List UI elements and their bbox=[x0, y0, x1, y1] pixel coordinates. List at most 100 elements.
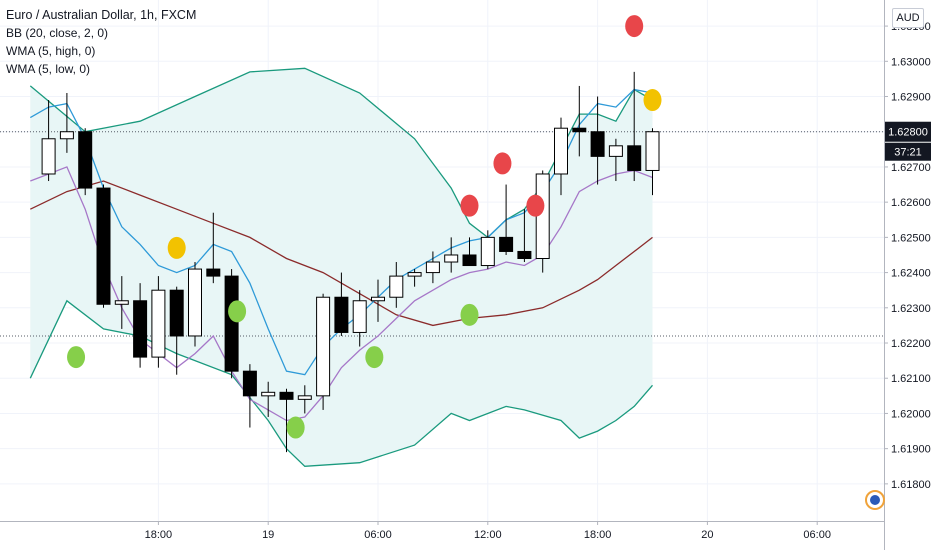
candle-body bbox=[590, 131, 605, 157]
candle[interactable] bbox=[444, 237, 459, 273]
candle[interactable] bbox=[389, 262, 404, 308]
candle[interactable] bbox=[224, 269, 239, 379]
signal-dot-red bbox=[460, 194, 479, 217]
y-tick-label[interactable]: 1.62300 bbox=[891, 303, 931, 315]
candle-body bbox=[206, 268, 221, 277]
candle-body bbox=[96, 187, 111, 305]
candle-body bbox=[41, 138, 56, 175]
candle[interactable] bbox=[480, 230, 495, 270]
x-tick-label[interactable]: 06:00 bbox=[364, 529, 392, 541]
candle[interactable] bbox=[169, 286, 184, 375]
signal-dot-yellow bbox=[167, 236, 186, 259]
last-price-badge bbox=[885, 121, 931, 142]
candle[interactable] bbox=[59, 92, 74, 153]
candle[interactable] bbox=[96, 184, 111, 308]
legend-wma-high[interactable]: WMA (5, high, 0) bbox=[6, 44, 96, 58]
y-tick-label[interactable]: 1.62900 bbox=[891, 92, 931, 104]
candle[interactable] bbox=[188, 262, 202, 347]
x-axis-ticks[interactable]: 18:00 19 06:00 12:00 18:00 20 06:00 bbox=[145, 521, 831, 541]
countdown-label: 37:21 bbox=[894, 147, 922, 159]
candle[interactable] bbox=[261, 381, 276, 417]
price-badges: 1.62800 37:21 bbox=[885, 121, 931, 161]
candle-body bbox=[535, 173, 550, 259]
tradingview-logo[interactable] bbox=[865, 490, 885, 510]
candle-body bbox=[499, 236, 514, 252]
candle[interactable] bbox=[316, 293, 331, 410]
x-tick-label[interactable]: 12:00 bbox=[474, 529, 502, 541]
candle-body bbox=[133, 300, 148, 358]
candle-body bbox=[627, 145, 642, 171]
candle[interactable] bbox=[499, 184, 514, 255]
candle[interactable] bbox=[627, 71, 642, 182]
logo-core bbox=[870, 495, 880, 505]
candle[interactable] bbox=[78, 128, 93, 196]
last-price-label: 1.62800 bbox=[888, 127, 928, 139]
y-tick-label[interactable]: 1.61900 bbox=[891, 444, 931, 456]
candle[interactable] bbox=[425, 251, 440, 284]
y-axis-ticks[interactable]: 1.631001.630001.629001.628001.627001.626… bbox=[884, 21, 931, 491]
candle[interactable] bbox=[114, 276, 129, 329]
candle[interactable] bbox=[352, 290, 367, 347]
bb-fill bbox=[30, 68, 653, 467]
signal-dot-green bbox=[460, 303, 479, 326]
x-tick-label[interactable]: 18:00 bbox=[145, 529, 173, 541]
y-tick-label[interactable]: 1.62500 bbox=[891, 232, 931, 244]
y-tick-label[interactable]: 1.62100 bbox=[891, 373, 931, 385]
candle[interactable] bbox=[645, 128, 660, 196]
x-tick-label[interactable]: 06:00 bbox=[803, 529, 831, 541]
candle-body bbox=[554, 127, 568, 175]
legend: Euro / Australian Dollar, 1h, FXCM BB (2… bbox=[6, 6, 196, 78]
signal-dot-green bbox=[67, 346, 86, 369]
candle[interactable] bbox=[242, 364, 257, 428]
x-tick-label[interactable]: 19 bbox=[262, 529, 274, 541]
candle-body bbox=[59, 131, 74, 140]
y-tick-label[interactable]: 1.61800 bbox=[891, 479, 931, 491]
y-tick-label[interactable]: 1.63000 bbox=[891, 56, 931, 68]
candle-body bbox=[242, 370, 257, 397]
candle[interactable] bbox=[517, 209, 532, 263]
candle-body bbox=[407, 272, 422, 277]
y-tick-label[interactable]: 1.62600 bbox=[891, 197, 931, 209]
candle[interactable] bbox=[41, 100, 56, 182]
chart-title[interactable]: Euro / Australian Dollar, 1h, FXCM bbox=[6, 8, 197, 22]
candle[interactable] bbox=[206, 212, 221, 284]
candle[interactable] bbox=[554, 117, 568, 196]
candle-body bbox=[645, 131, 660, 171]
signal-dot-red bbox=[526, 194, 545, 217]
reference-lines bbox=[0, 131, 884, 337]
y-tick-label[interactable]: 1.62700 bbox=[891, 162, 931, 174]
candle-body bbox=[188, 268, 202, 337]
candle[interactable] bbox=[279, 388, 294, 453]
signal-dot-green bbox=[365, 346, 384, 369]
candle-body bbox=[261, 391, 276, 397]
signal-dot-red bbox=[625, 15, 644, 38]
candle[interactable] bbox=[133, 283, 148, 368]
x-tick-label[interactable]: 20 bbox=[701, 529, 713, 541]
candle[interactable] bbox=[297, 385, 312, 414]
candle[interactable] bbox=[608, 138, 623, 182]
candle[interactable] bbox=[462, 237, 477, 267]
axes bbox=[0, 0, 885, 550]
candle[interactable] bbox=[334, 272, 349, 336]
candle[interactable] bbox=[572, 85, 587, 157]
candle-body bbox=[169, 289, 184, 337]
legend-wma-low[interactable]: WMA (5, low, 0) bbox=[6, 62, 91, 76]
candle-body bbox=[151, 289, 166, 358]
candle[interactable] bbox=[407, 269, 422, 287]
candle-body bbox=[425, 261, 440, 274]
currency-button[interactable]: AUD bbox=[892, 8, 924, 28]
y-tick-label[interactable]: 1.62400 bbox=[891, 268, 931, 280]
y-tick-label[interactable]: 1.62000 bbox=[891, 408, 931, 420]
candle[interactable] bbox=[371, 279, 385, 322]
candle[interactable] bbox=[151, 276, 166, 368]
candle-body bbox=[480, 236, 495, 267]
candle-body bbox=[389, 275, 404, 298]
candle[interactable] bbox=[590, 96, 605, 185]
candle[interactable] bbox=[535, 170, 550, 273]
x-tick-label[interactable]: 18:00 bbox=[584, 529, 612, 541]
y-tick-label[interactable]: 1.62200 bbox=[891, 338, 931, 350]
legend-bb[interactable]: BB (20, close, 2, 0) bbox=[6, 26, 109, 40]
signal-dot-yellow bbox=[643, 89, 662, 112]
